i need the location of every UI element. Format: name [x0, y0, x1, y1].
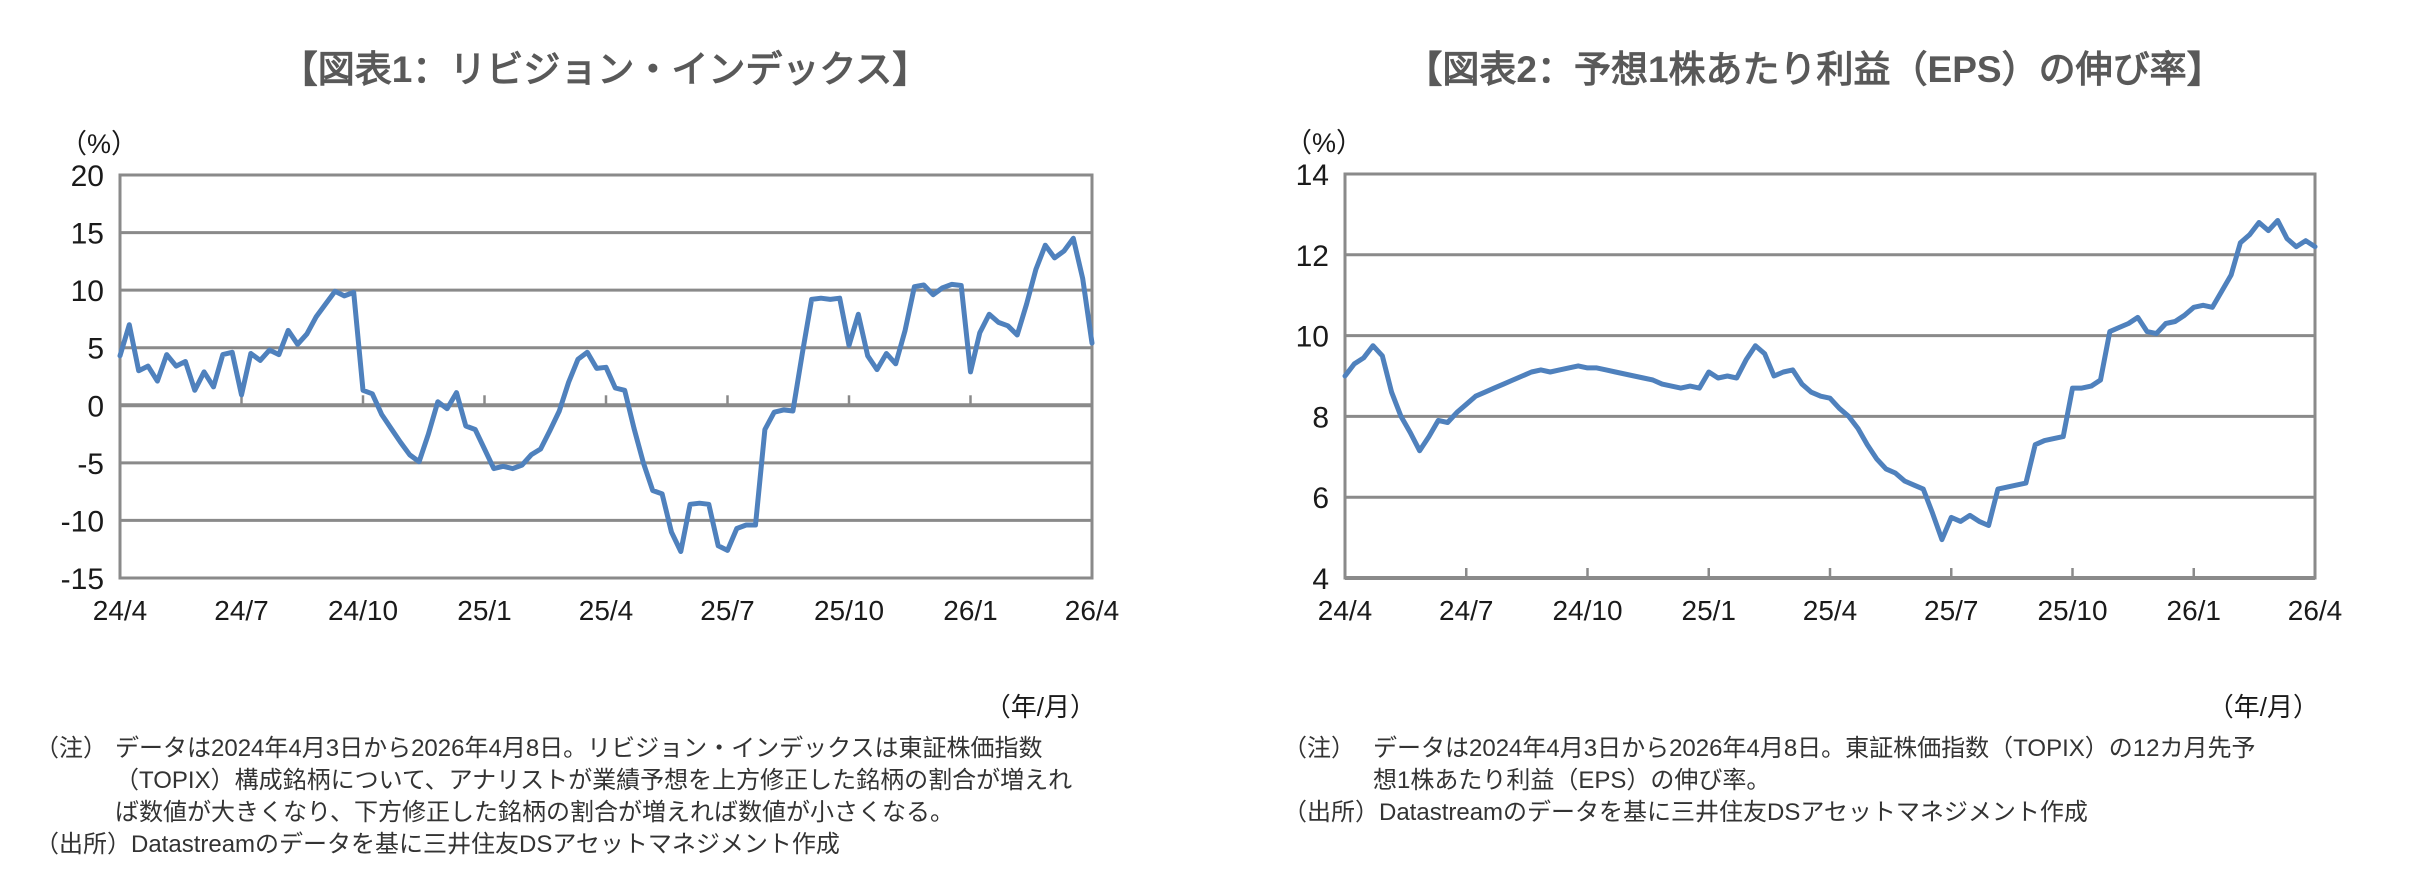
svg-text:15: 15 — [71, 218, 104, 251]
svg-text:25/4: 25/4 — [1803, 595, 1858, 626]
note-text: データは2024年4月3日から2026年4月8日。リビジョン・インデックスは東証… — [115, 735, 1073, 826]
note-label: （注） — [1283, 735, 1355, 762]
svg-text:25/10: 25/10 — [814, 595, 884, 626]
svg-text:14: 14 — [1296, 159, 1329, 192]
y-unit-label: （%） — [1285, 128, 1363, 158]
chart1-note-row: （注） データは2024年4月3日から2026年4月8日。リビジョン・インデック… — [35, 733, 1185, 829]
svg-text:5: 5 — [87, 333, 104, 366]
note-label: （注） — [35, 735, 107, 762]
source-label: （出所） — [1283, 799, 1379, 826]
svg-text:-5: -5 — [77, 448, 104, 481]
data-line — [1342, 218, 2318, 543]
chart1-source-row: （出所） Datastreamのデータを基に三井住友DSアセットマネジメント作成 — [35, 829, 1185, 861]
svg-text:25/1: 25/1 — [1682, 595, 1737, 626]
plot-border — [118, 173, 1094, 580]
svg-text:26/1: 26/1 — [943, 595, 998, 626]
svg-text:24/10: 24/10 — [328, 595, 398, 626]
x-axis-labels: 24/4 24/7 24/10 25/1 25/4 25/7 25/10 26/1 26/4 — [1318, 595, 2343, 626]
svg-text:26/4: 26/4 — [2288, 595, 2343, 626]
svg-text:24/4: 24/4 — [93, 595, 148, 626]
svg-text:10: 10 — [71, 275, 104, 308]
plot-border — [1343, 172, 2317, 580]
source-label: （出所） — [35, 831, 131, 858]
chart2-panel: 【図表2：予想1株あたり利益（EPS）の伸び率】 14 12 10 8 6 4 24/4 24… — [1210, 0, 2419, 879]
y-unit-label: （%） — [60, 129, 138, 159]
svg-text:26/4: 26/4 — [1065, 595, 1120, 626]
chart2-notes: （注） データは2024年4月3日から2026年4月8日。東証株価指数（TOPI… — [1283, 733, 2403, 829]
svg-text:8: 8 — [1312, 401, 1329, 434]
chart2-title: 【図表2：予想1株あたり利益（EPS）の伸び率】 — [1405, 48, 2224, 90]
y-axis-labels: 20 15 10 5 0 -5 -10 -15 — [61, 160, 104, 596]
svg-text:24/7: 24/7 — [1439, 595, 1494, 626]
source-text: Datastreamのデータを基に三井住友DSアセットマネジメント作成 — [1379, 799, 2088, 826]
data-line — [117, 235, 1095, 554]
svg-text:24/10: 24/10 — [1552, 595, 1622, 626]
x-unit-label: （年/月） — [2208, 692, 2319, 722]
gridlines — [120, 173, 1092, 580]
svg-text:20: 20 — [71, 160, 104, 193]
x-unit-label: （年/月） — [985, 692, 1096, 722]
x-axis — [1343, 568, 2317, 580]
svg-text:25/7: 25/7 — [700, 595, 755, 626]
svg-text:10: 10 — [1296, 321, 1329, 354]
svg-text:24/4: 24/4 — [1318, 595, 1373, 626]
svg-text:0: 0 — [87, 390, 104, 423]
svg-text:6: 6 — [1312, 482, 1329, 515]
chart1-panel: 【図表1：リビジョン・インデックス】 20 15 10 5 0 -5 -10 -15 24/4 2… — [35, 48, 1185, 861]
chart1-notes: （注） データは2024年4月3日から2026年4月8日。リビジョン・インデック… — [35, 733, 1185, 861]
chart2-source-row: （出所） Datastreamのデータを基に三井住友DSアセットマネジメント作成 — [1283, 797, 2403, 829]
svg-text:25/1: 25/1 — [457, 595, 512, 626]
svg-text:-15: -15 — [61, 563, 104, 596]
gridlines — [1345, 172, 2315, 580]
svg-text:26/1: 26/1 — [2167, 595, 2222, 626]
svg-text:4: 4 — [1312, 563, 1329, 596]
chart2-note-row: （注） データは2024年4月3日から2026年4月8日。東証株価指数（TOPI… — [1283, 733, 2403, 797]
chart1-title: 【図表1：リビジョン・インデックス】 — [280, 48, 930, 90]
note-text: データは2024年4月3日から2026年4月8日。東証株価指数（TOPIX）の1… — [1373, 735, 2256, 794]
source-text: Datastreamのデータを基に三井住友DSアセットマネジメント作成 — [131, 831, 840, 858]
x-axis — [118, 395, 1094, 408]
svg-text:25/10: 25/10 — [2037, 595, 2107, 626]
x-axis-labels: 24/4 24/7 24/10 25/1 25/4 25/7 25/10 26/1 26/4 — [93, 595, 1120, 626]
svg-text:24/7: 24/7 — [214, 595, 269, 626]
svg-text:-10: -10 — [61, 505, 104, 538]
svg-text:25/7: 25/7 — [1924, 595, 1979, 626]
svg-text:25/4: 25/4 — [579, 595, 634, 626]
svg-text:12: 12 — [1296, 240, 1329, 273]
y-axis-labels: 14 12 10 8 6 4 — [1296, 159, 1329, 596]
